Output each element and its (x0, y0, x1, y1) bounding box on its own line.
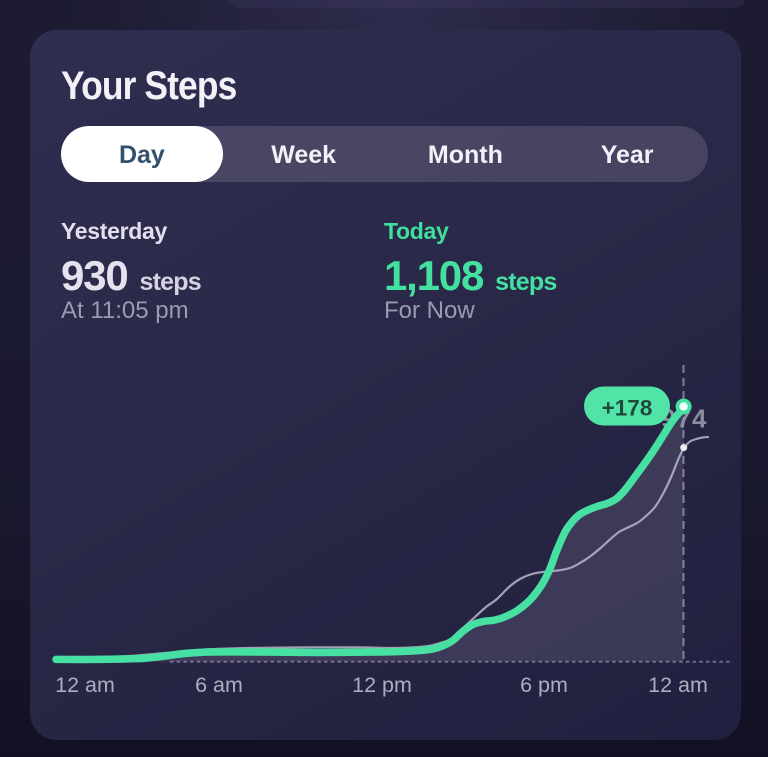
svg-text:6 am: 6 am (195, 673, 243, 697)
svg-text:+178: +178 (602, 396, 653, 421)
svg-text:6 pm: 6 pm (520, 673, 568, 697)
svg-text:12 am: 12 am (55, 673, 115, 697)
svg-text:12 pm: 12 pm (352, 673, 412, 697)
svg-text:12 am: 12 am (648, 673, 708, 697)
